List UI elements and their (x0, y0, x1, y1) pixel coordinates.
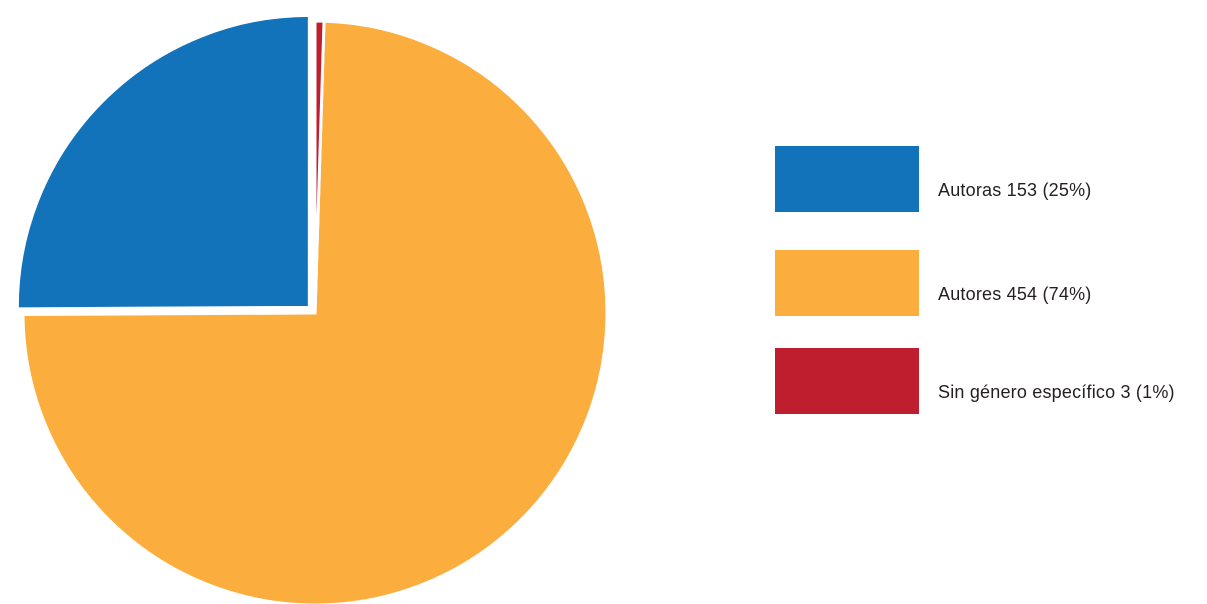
legend-swatch-sin-genero (775, 348, 919, 414)
legend-swatch-autores (775, 250, 919, 316)
legend-item-sin-genero: Sin género específico 3 (1%) (775, 348, 1207, 416)
pie-slice-autoras (15, 13, 311, 311)
legend-label-sin-genero: Sin género específico 3 (1%) (938, 382, 1175, 402)
pie-plot-area (15, 13, 609, 604)
pie-slice-sin-genero (313, 19, 326, 314)
legend-swatch-autoras (775, 146, 919, 212)
legend-label-autores: Autores 454 (74%) (938, 284, 1092, 304)
legend-item-autoras: Autoras 153 (25%) (775, 146, 1207, 214)
legend-item-autores: Autores 454 (74%) (775, 250, 1207, 318)
pie-slice-autores (21, 19, 609, 604)
legend-label-autoras: Autoras 153 (25%) (938, 180, 1092, 200)
